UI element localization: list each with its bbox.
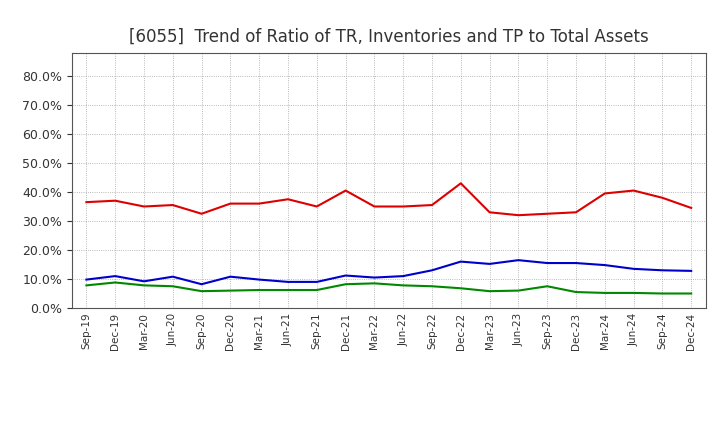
Trade Payables xyxy=(370,281,379,286)
Trade Payables xyxy=(514,288,523,293)
Trade Payables xyxy=(456,286,465,291)
Inventories xyxy=(600,262,609,268)
Trade Payables xyxy=(82,283,91,288)
Trade Payables xyxy=(572,290,580,295)
Trade Payables xyxy=(284,287,292,293)
Inventories xyxy=(255,277,264,282)
Trade Receivables xyxy=(543,211,552,216)
Trade Receivables xyxy=(428,202,436,208)
Inventories xyxy=(514,257,523,263)
Trade Receivables xyxy=(341,188,350,193)
Inventories xyxy=(82,277,91,282)
Trade Receivables xyxy=(399,204,408,209)
Inventories xyxy=(197,282,206,287)
Title: [6055]  Trend of Ratio of TR, Inventories and TP to Total Assets: [6055] Trend of Ratio of TR, Inventories… xyxy=(129,28,649,46)
Inventories xyxy=(428,268,436,273)
Trade Receivables xyxy=(255,201,264,206)
Trade Payables xyxy=(341,282,350,287)
Inventories xyxy=(111,273,120,279)
Trade Receivables xyxy=(456,181,465,186)
Inventories xyxy=(312,279,321,285)
Inventories xyxy=(226,274,235,279)
Trade Payables xyxy=(543,284,552,289)
Trade Payables xyxy=(428,284,436,289)
Trade Payables xyxy=(629,290,638,296)
Line: Inventories: Inventories xyxy=(86,260,691,284)
Inventories xyxy=(140,279,148,284)
Trade Receivables xyxy=(140,204,148,209)
Inventories xyxy=(543,260,552,266)
Inventories xyxy=(370,275,379,280)
Trade Receivables xyxy=(485,210,494,215)
Trade Payables xyxy=(226,288,235,293)
Trade Receivables xyxy=(687,205,696,211)
Trade Receivables xyxy=(226,201,235,206)
Trade Receivables xyxy=(312,204,321,209)
Inventories xyxy=(168,274,177,279)
Trade Receivables xyxy=(197,211,206,216)
Trade Receivables xyxy=(111,198,120,203)
Trade Receivables xyxy=(82,199,91,205)
Trade Payables xyxy=(140,283,148,288)
Trade Payables xyxy=(687,291,696,296)
Inventories xyxy=(485,261,494,267)
Trade Payables xyxy=(485,289,494,294)
Inventories xyxy=(687,268,696,274)
Line: Trade Payables: Trade Payables xyxy=(86,282,691,293)
Inventories xyxy=(629,266,638,271)
Trade Receivables xyxy=(284,197,292,202)
Trade Receivables xyxy=(572,210,580,215)
Trade Payables xyxy=(658,291,667,296)
Trade Payables xyxy=(399,283,408,288)
Trade Payables xyxy=(111,280,120,285)
Trade Payables xyxy=(197,289,206,294)
Trade Receivables xyxy=(168,202,177,208)
Inventories xyxy=(658,268,667,273)
Inventories xyxy=(456,259,465,264)
Inventories xyxy=(572,260,580,266)
Trade Payables xyxy=(255,287,264,293)
Trade Receivables xyxy=(658,195,667,201)
Trade Receivables xyxy=(370,204,379,209)
Trade Receivables xyxy=(600,191,609,196)
Inventories xyxy=(341,273,350,278)
Line: Trade Receivables: Trade Receivables xyxy=(86,183,691,215)
Trade Receivables xyxy=(514,213,523,218)
Trade Payables xyxy=(312,287,321,293)
Trade Payables xyxy=(600,290,609,296)
Inventories xyxy=(284,279,292,285)
Trade Receivables xyxy=(629,188,638,193)
Inventories xyxy=(399,273,408,279)
Trade Payables xyxy=(168,284,177,289)
